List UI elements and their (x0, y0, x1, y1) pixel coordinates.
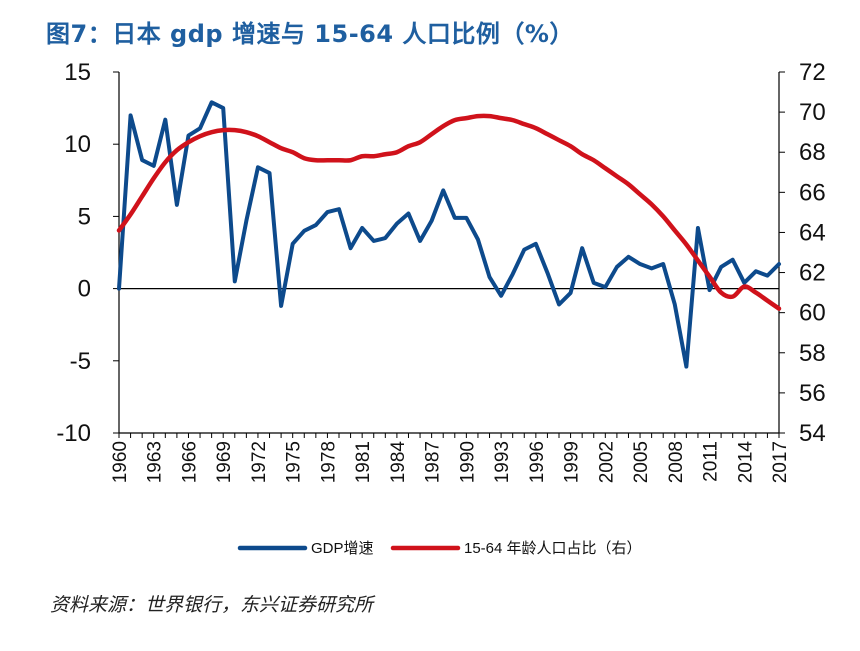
right-tick-label: 70 (799, 99, 826, 126)
x-tick-label: 1990 (457, 441, 478, 483)
right-tick-label: 56 (799, 380, 826, 407)
left-tick-label: 15 (64, 59, 91, 86)
x-tick-label: 1999 (562, 441, 583, 483)
x-tick-label: 1981 (353, 441, 374, 483)
x-tick-label: 1969 (214, 441, 235, 483)
right-tick-label: 66 (799, 179, 826, 206)
left-tick-label: 0 (78, 276, 91, 303)
x-tick-label: 1975 (284, 441, 305, 483)
source-note: 资料来源：世界银行，东兴证券研究所 (50, 594, 374, 616)
right-tick-label: 62 (799, 260, 826, 287)
x-tick-label: 1987 (423, 441, 444, 483)
x-tick-label: 2008 (666, 441, 687, 483)
x-tick-label: 1996 (527, 441, 548, 483)
series-line-gdp-growth (117, 100, 781, 369)
x-tick-label: 1972 (249, 441, 270, 483)
x-tick-label: 2017 (770, 441, 791, 483)
x-tick-label: 1978 (318, 441, 339, 483)
x-tick-label: 1963 (145, 441, 166, 483)
right-tick-label: 64 (799, 219, 826, 246)
right-tick-label: 54 (799, 420, 826, 447)
legend-label: 15-64 年龄人口占比（右） (464, 540, 642, 557)
right-tick-label: 58 (799, 340, 826, 367)
right-tick-label: 60 (799, 300, 826, 327)
x-tick-label: 1960 (110, 441, 131, 483)
x-tick-label: 2002 (596, 441, 617, 483)
x-tick-label: 1984 (388, 441, 409, 484)
legend-label: GDP增速 (311, 540, 374, 557)
x-tick-label: 1966 (179, 441, 200, 483)
series-line-population-ratio (116, 113, 782, 311)
left-tick-label: -10 (56, 420, 91, 447)
left-tick-label: 10 (64, 131, 91, 158)
left-tick-label: 5 (78, 203, 91, 230)
x-tick-label: 2014 (735, 441, 756, 484)
right-tick-label: 72 (799, 59, 826, 86)
x-tick-label: 2011 (701, 441, 722, 482)
chart-title: 图7：日本 gdp 增速与 15-64 人口比例（%） (46, 20, 574, 48)
left-tick-label: -5 (70, 348, 91, 375)
x-tick-label: 2005 (631, 441, 652, 483)
x-tick-label: 1993 (492, 441, 513, 483)
right-tick-label: 68 (799, 139, 826, 166)
